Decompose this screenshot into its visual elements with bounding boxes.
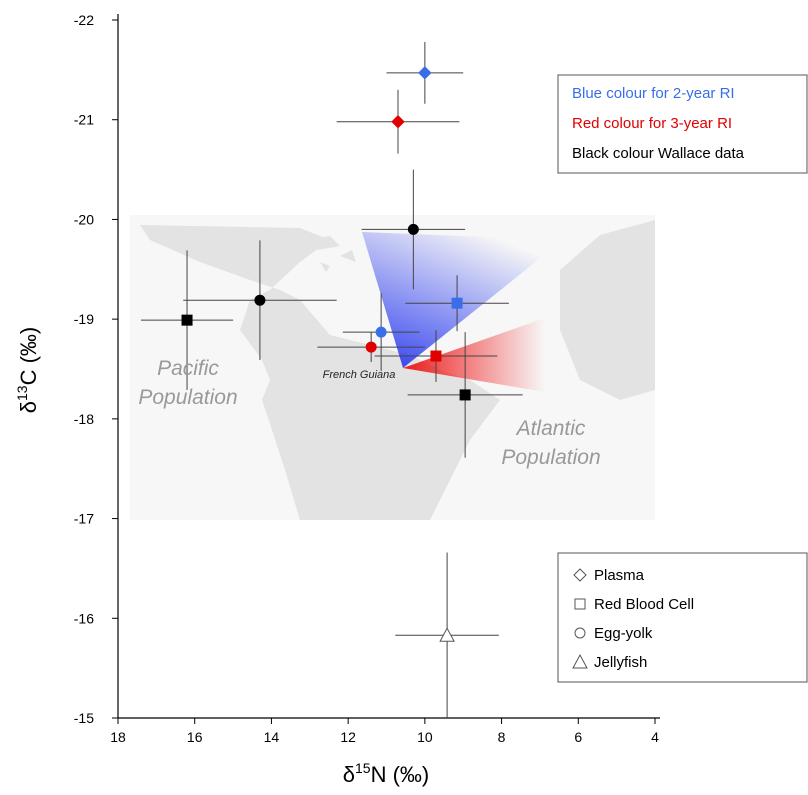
y-tick-label: -19 xyxy=(74,311,94,327)
annotation: Population xyxy=(501,446,600,469)
diamond-marker xyxy=(418,66,432,80)
x-tick-label: 10 xyxy=(417,729,433,745)
label-part: δ xyxy=(16,401,41,413)
y-tick-label: -16 xyxy=(74,610,94,626)
y-tick-label: -18 xyxy=(74,411,94,427)
label-part: δ xyxy=(343,762,355,787)
shape-legend-label: Red Blood Cell xyxy=(594,596,694,613)
annotation: Atlantic xyxy=(515,417,586,440)
circle-marker xyxy=(254,294,266,306)
y-tick-label: -22 xyxy=(74,12,94,28)
legend-marker xyxy=(572,653,588,669)
y-tick-label: -20 xyxy=(74,211,94,227)
label-sup: 13 xyxy=(14,385,30,401)
circle-marker xyxy=(407,223,419,235)
annotation: Population xyxy=(138,386,237,409)
x-tick-label: 6 xyxy=(574,729,582,745)
y-tick-label: -21 xyxy=(74,112,94,128)
x-tick-label: 14 xyxy=(264,729,280,745)
shape-legend-label: Egg-yolk xyxy=(594,625,653,642)
x-tick-label: 18 xyxy=(110,729,126,745)
color-legend-label: Red colour for 3-year RI xyxy=(572,115,732,132)
circle-marker xyxy=(365,341,377,353)
label-sup: 15 xyxy=(355,760,371,776)
color-legend-label: Black colour Wallace data xyxy=(572,145,745,162)
x-tick-label: 4 xyxy=(651,729,659,745)
legend-marker xyxy=(574,598,586,610)
square-marker xyxy=(430,350,442,362)
diamond-marker xyxy=(391,115,405,129)
x-tick-label: 16 xyxy=(187,729,203,745)
square-marker xyxy=(451,297,463,309)
square-marker xyxy=(459,389,471,401)
x-tick-label: 12 xyxy=(340,729,356,745)
triangle-marker xyxy=(439,627,455,642)
shape-legend-label: Plasma xyxy=(594,567,645,584)
circle-marker xyxy=(375,326,387,338)
y-tick-label: -15 xyxy=(74,710,94,726)
red-cone xyxy=(403,318,545,392)
label-part: C (‰) xyxy=(16,327,41,386)
x-tick-label: 8 xyxy=(498,729,506,745)
legend-marker xyxy=(573,568,587,582)
color-legend xyxy=(557,74,808,174)
shape-legend-label: Jellyfish xyxy=(594,654,647,671)
annotation: French Guiana xyxy=(323,369,396,381)
square-marker xyxy=(181,314,193,326)
annotation: Pacific xyxy=(157,357,219,380)
axes xyxy=(117,14,660,719)
shape-legend xyxy=(557,552,808,683)
color-legend-label: Blue colour for 2-year RI xyxy=(572,85,735,102)
y-tick-label: -17 xyxy=(74,511,94,527)
legend-marker xyxy=(574,627,586,639)
label-part: N (‰) xyxy=(371,762,430,787)
y-label: δ13C (‰) xyxy=(14,327,41,413)
x-label: δ15N (‰) xyxy=(343,760,429,787)
